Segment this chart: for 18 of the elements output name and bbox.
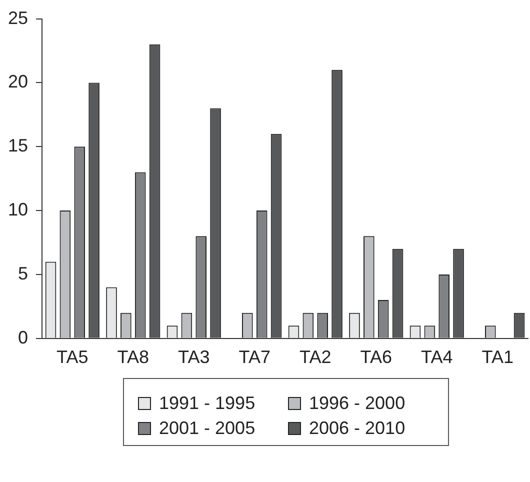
x-tick-label: TA6 — [360, 347, 392, 368]
y-tick-label: 15 — [8, 136, 28, 156]
y-tick-label: 0 — [18, 327, 28, 348]
x-tick-label: TA8 — [117, 347, 149, 368]
y-tick-label: 25 — [8, 8, 28, 28]
x-tick-label: TA3 — [178, 347, 210, 368]
legend-label: 1991 - 1995 — [159, 393, 256, 414]
x-tick-label: TA2 — [300, 347, 332, 368]
x-tick-label: TA4 — [421, 347, 453, 368]
legend-label: 1996 - 2000 — [309, 393, 406, 414]
y-tick-label: 20 — [8, 72, 28, 92]
x-tick-label: TA5 — [56, 347, 88, 368]
legend-label: 2001 - 2005 — [159, 418, 256, 439]
y-tick-label: 5 — [18, 263, 28, 284]
y-tick-label: 10 — [8, 200, 28, 220]
x-tick-label: TA7 — [238, 347, 270, 368]
legend-label: 2006 - 2010 — [309, 418, 406, 439]
x-tick-label: TA1 — [482, 347, 514, 368]
